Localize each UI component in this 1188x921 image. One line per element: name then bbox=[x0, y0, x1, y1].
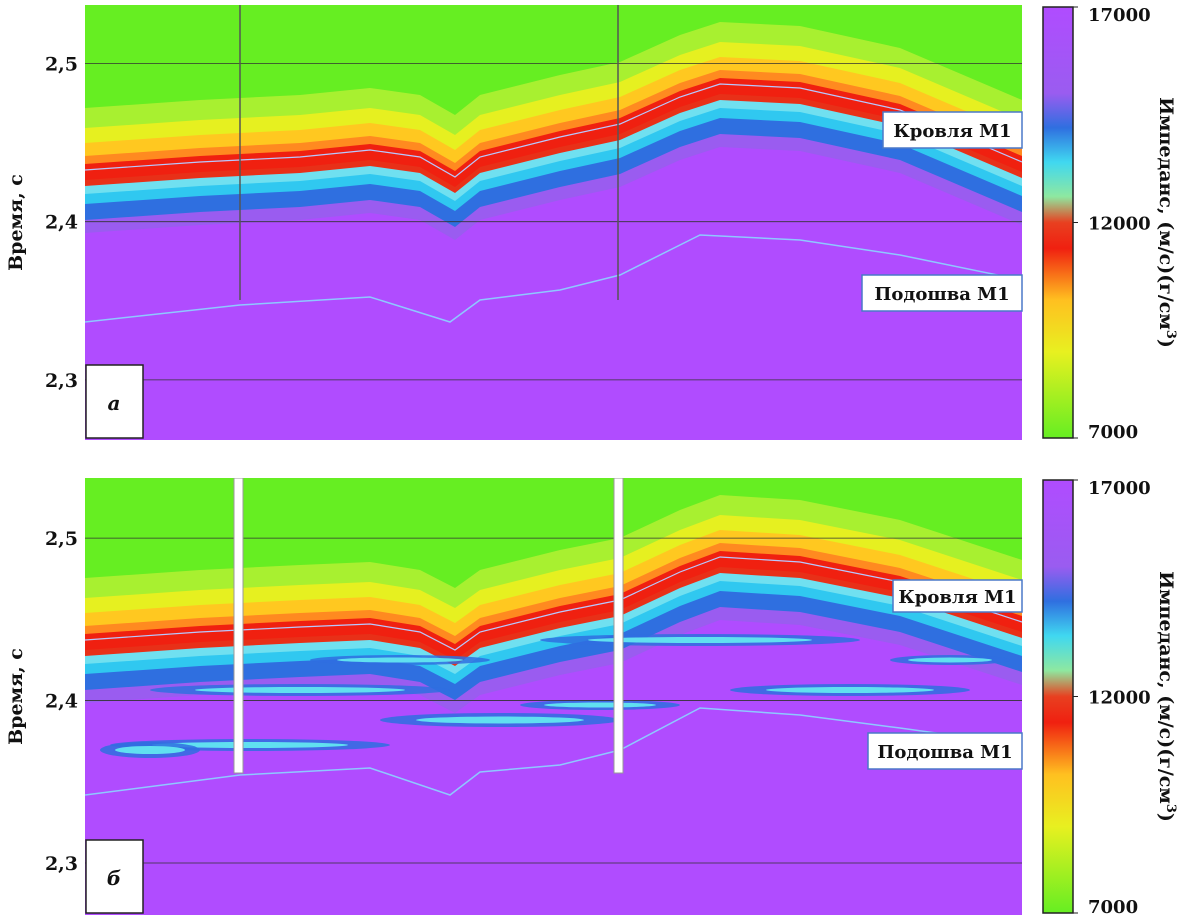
y-tick-label: 2,4 bbox=[45, 212, 78, 234]
impedance-streak bbox=[588, 637, 812, 643]
annotation-box bbox=[867, 732, 1023, 770]
impedance-streak bbox=[908, 657, 992, 663]
colorbar-tick-label: 12000 bbox=[1088, 688, 1151, 709]
horizon-top bbox=[85, 83, 1022, 178]
y-tick-label: 2,5 bbox=[45, 528, 78, 550]
horizon-top bbox=[85, 556, 1022, 651]
y-tick-label: 2,4 bbox=[45, 691, 78, 713]
y-tick-label: 2,5 bbox=[45, 54, 78, 76]
seismic-section bbox=[85, 5, 1022, 440]
colorbar-tick-label: 12000 bbox=[1088, 214, 1151, 235]
panel-label: б bbox=[107, 866, 121, 890]
colorbar-title: Импеданс, (м/с)(г/см3) bbox=[1155, 97, 1179, 348]
annotation-box bbox=[892, 579, 1023, 613]
impedance-streak bbox=[152, 742, 348, 748]
horizon-base bbox=[85, 234, 1022, 323]
annotation-box bbox=[882, 111, 1023, 149]
colorbar-title-end: ) bbox=[1155, 813, 1177, 822]
annotation: Подошва М1 bbox=[877, 742, 1012, 763]
seismic-section bbox=[85, 478, 1022, 915]
colorbar-tick-label: 17000 bbox=[1088, 478, 1151, 499]
impedance-streak bbox=[766, 687, 934, 693]
colorbar-title-text: Импеданс, (м/с)(г/см bbox=[1155, 571, 1177, 804]
well bbox=[613, 478, 624, 774]
colorbar-title-sup: 3 bbox=[1164, 804, 1179, 813]
y-tick-label: 2,3 bbox=[45, 370, 78, 392]
annotation-box bbox=[861, 274, 1023, 312]
annotation: Подошва М1 bbox=[874, 284, 1009, 305]
y-axis-title: Время, с bbox=[5, 648, 27, 745]
impedance-streak bbox=[337, 657, 463, 663]
colorbar-title-sup: 3 bbox=[1164, 330, 1179, 339]
colorbar bbox=[1042, 6, 1074, 439]
impedance-streak bbox=[115, 746, 185, 754]
impedance-streak bbox=[416, 716, 584, 724]
panel-label-box bbox=[85, 839, 144, 914]
colorbar-title: Импеданс, (м/с)(г/см3) bbox=[1155, 571, 1179, 822]
y-tick-label: 2,3 bbox=[45, 853, 78, 875]
y-axis-title: Время, с bbox=[5, 174, 27, 271]
horizon-base bbox=[85, 707, 1022, 796]
colorbar bbox=[1042, 479, 1074, 914]
colorbar-tick-label: 7000 bbox=[1088, 897, 1138, 917]
panel-label: а bbox=[108, 391, 121, 415]
colorbar-tick-label: 7000 bbox=[1088, 422, 1138, 443]
colorbar-tick-label: 17000 bbox=[1088, 5, 1151, 26]
colorbar-title-end: ) bbox=[1155, 339, 1177, 348]
impedance-band bbox=[85, 147, 1022, 440]
impedance-streak bbox=[195, 687, 405, 693]
annotation: Кровля М1 bbox=[898, 587, 1016, 608]
colorbar-title-text: Импеданс, (м/с)(г/см bbox=[1155, 97, 1177, 330]
panel-label-box bbox=[85, 364, 144, 439]
impedance-streak bbox=[544, 702, 656, 708]
well bbox=[233, 478, 244, 774]
annotation: Кровля М1 bbox=[893, 121, 1011, 142]
